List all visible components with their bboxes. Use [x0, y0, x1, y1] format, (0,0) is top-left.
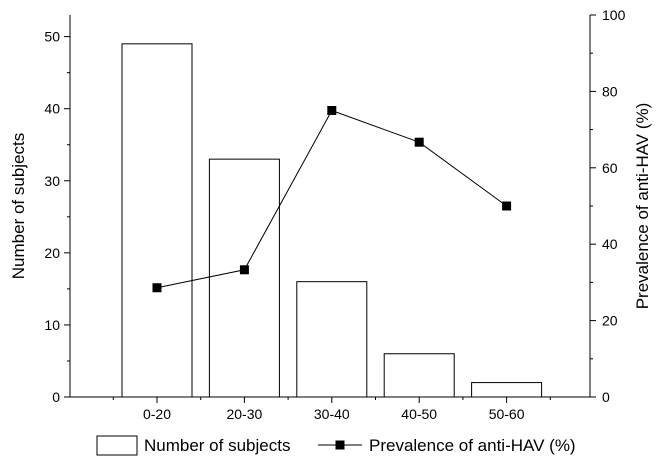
left-tick-label: 30: [44, 173, 60, 189]
left-axis-title: Number of subjects: [9, 133, 28, 279]
right-tick-label: 80: [602, 83, 618, 99]
point-40-50: [414, 137, 424, 147]
legend: Number of subjects Prevalence of anti-HAV…: [96, 435, 576, 456]
point-0-20: [152, 283, 162, 293]
left-tick-label: 50: [44, 29, 60, 45]
bar-0-20: [121, 43, 193, 398]
legend-marker: [335, 440, 345, 450]
legend-label-bars: Number of subjects: [144, 436, 290, 455]
bar-30-40: [296, 281, 368, 398]
left-tick-label: 20: [44, 245, 60, 261]
point-50-60: [502, 201, 512, 211]
right-tick-label: 60: [602, 160, 618, 176]
line-layer: [152, 106, 512, 293]
left-tick-label: 10: [44, 317, 60, 333]
x-tick-label: 30-40: [314, 406, 350, 422]
x-tick-label: 0-20: [143, 406, 171, 422]
axes: 0 10 20 30 40 50 0 20 40 60 80 100 0-20 20-30 30-40 40-…: [9, 7, 652, 422]
x-tick-label: 40-50: [401, 406, 437, 422]
right-tick-label: 20: [602, 313, 618, 329]
legend-label-line: Prevalence of anti-HAV (%): [369, 436, 576, 455]
right-tick-label: 40: [602, 236, 618, 252]
legend-bar-swatch: [96, 435, 138, 456]
right-axis-title: Prevalence of anti-HAV (%): [633, 103, 652, 310]
point-20-30: [239, 265, 249, 275]
bar-50-60: [471, 382, 543, 398]
bar-20-30: [208, 158, 280, 398]
left-tick-label: 0: [52, 389, 60, 405]
x-tick-label: 20-30: [226, 406, 262, 422]
x-tick-label: 50-60: [489, 406, 525, 422]
right-tick-label: 100: [602, 7, 626, 23]
bars-layer: [121, 43, 543, 398]
right-tick-label: 0: [602, 389, 610, 405]
bar-40-50: [383, 353, 455, 398]
point-30-40: [327, 106, 337, 115]
left-tick-label: 40: [44, 101, 60, 117]
